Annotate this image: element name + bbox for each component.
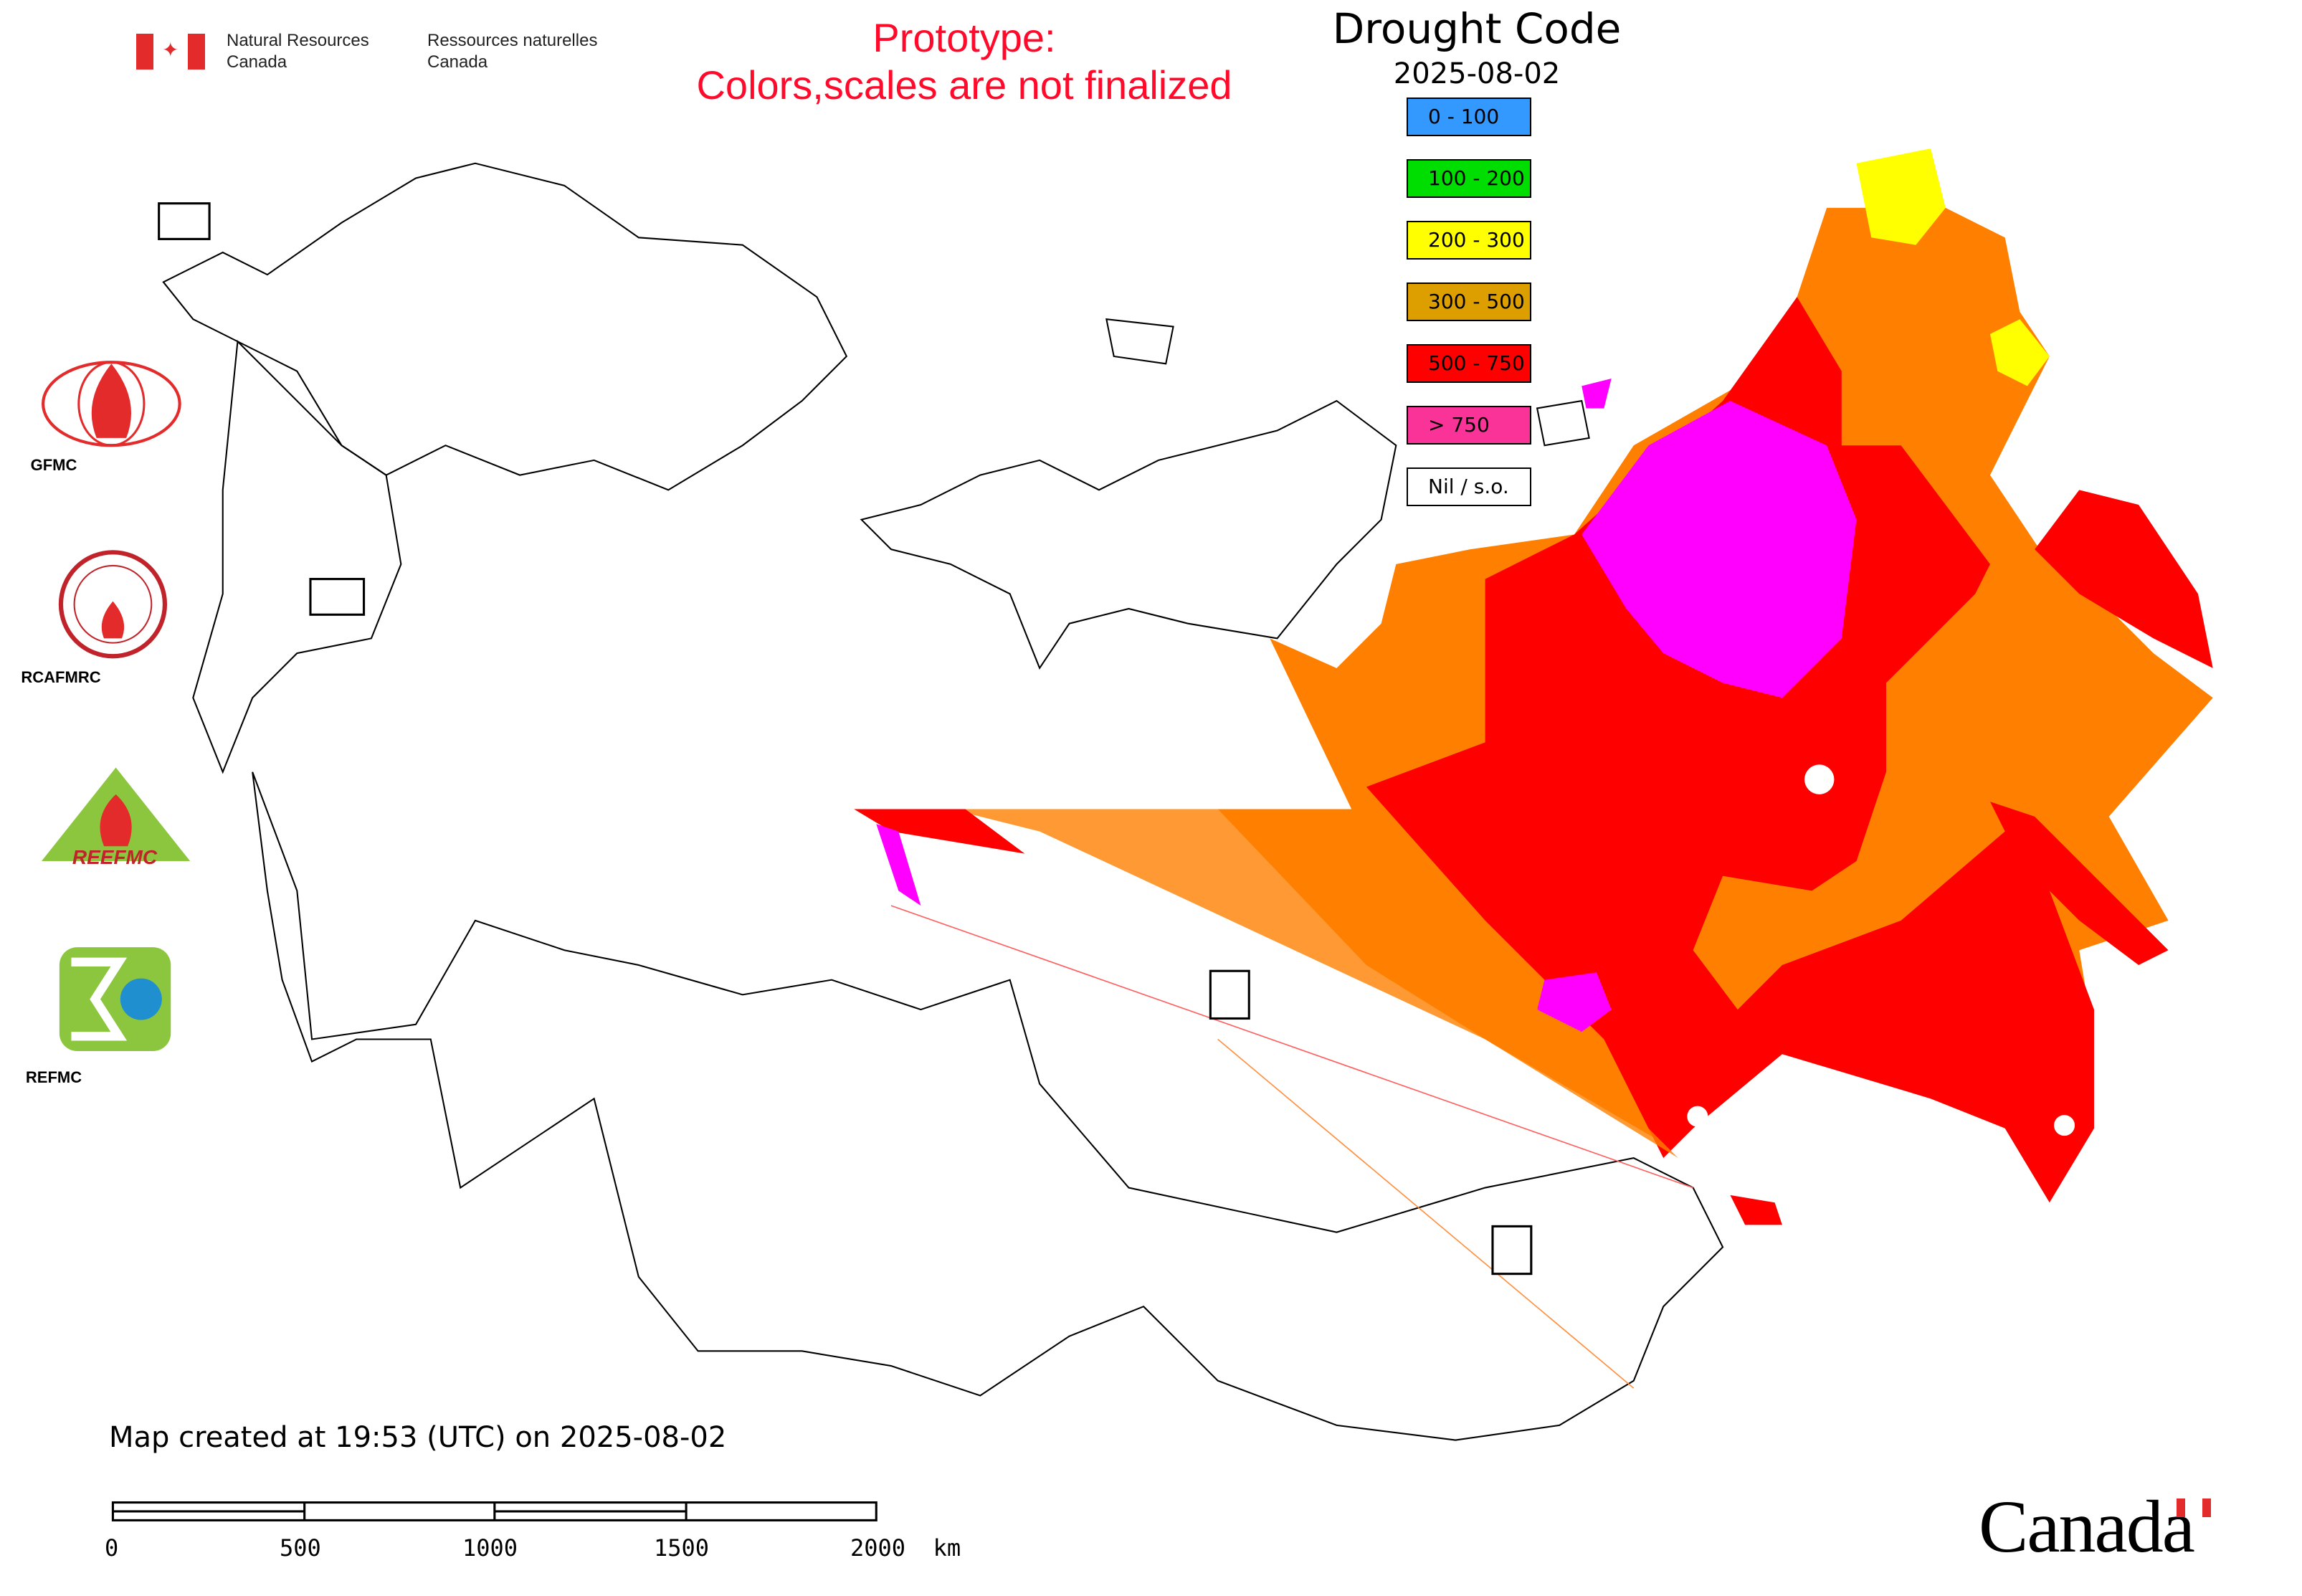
- region-500-750: [1989, 802, 2169, 965]
- map-created-text: Map created at 19:53 (UTC) on 2025-08-02: [109, 1421, 727, 1454]
- rcafmrc-seal-icon: [58, 550, 168, 659]
- gfmc-map-marker: [158, 202, 211, 240]
- scale-bar: [111, 1501, 877, 1521]
- legend-item: 100 - 200: [1407, 159, 1531, 198]
- streak-red: [854, 809, 1025, 854]
- region-200-300: [1856, 148, 1946, 245]
- nrcan-signature: ✦ Natural Resources Canada Ressources nat…: [136, 30, 607, 73]
- rcafmrc-map-marker: [1491, 1225, 1533, 1276]
- nil-spot: [2054, 1115, 2075, 1136]
- region-over-750: [1582, 401, 1857, 698]
- map-title: Drought Code: [1332, 4, 1622, 53]
- legend-item: 500 - 750: [1407, 344, 1531, 383]
- scale-label-2000: 2000 km: [850, 1534, 961, 1562]
- gfmc-label: GFMC: [30, 456, 77, 474]
- rcafmrc-label: RCAFMRC: [21, 668, 101, 686]
- prototype-line1: Prototype:: [872, 15, 1056, 60]
- eastern-europe-outline: [192, 339, 402, 774]
- arctic-coast-outline: [860, 399, 1397, 670]
- gfmc-globe-fire-icon: [42, 361, 181, 447]
- reefmc-label: REEFMC: [72, 846, 158, 868]
- scale-label-1500: 1500: [654, 1534, 710, 1562]
- refmc-sigma-icon: [59, 947, 171, 1052]
- legend-item: Nil / s.o.: [1407, 467, 1531, 506]
- region-500-750: [2035, 490, 2213, 668]
- canada-flag-icon: ✦: [136, 34, 205, 70]
- nil-spot: [1804, 764, 1835, 794]
- streak-orange: [950, 809, 1678, 1159]
- legend-item: 300 - 500: [1407, 282, 1531, 321]
- region-200-300: [1989, 319, 2050, 386]
- drought-data-layer: [854, 148, 2213, 1389]
- reefmc-triangle-icon: [42, 767, 191, 862]
- refmc-label: REFMC: [25, 1068, 82, 1086]
- nil-spot: [1687, 1106, 1708, 1127]
- legend-item: 200 - 300: [1407, 221, 1531, 260]
- legend-item: > 750: [1407, 406, 1531, 445]
- prototype-notice: Prototype: Colors,scales are not finaliz…: [624, 14, 1305, 109]
- department-name-fr: Ressources naturelles Canada: [427, 30, 607, 73]
- dept-fr-line1: Ressources naturelles: [427, 31, 598, 50]
- scale-label-0: 0: [105, 1534, 119, 1562]
- streak-line: [1217, 1038, 1635, 1389]
- department-name-en: Natural Resources Canada: [227, 30, 406, 73]
- scale-label-1000: 1000: [462, 1534, 518, 1562]
- scale-label-500: 500: [280, 1534, 321, 1562]
- canada-wordmark: Canada: [1979, 1486, 2195, 1568]
- island-outline: [1536, 399, 1590, 447]
- dept-en-line1: Natural Resources: [227, 31, 369, 50]
- central-asia-outline: [252, 771, 1724, 1441]
- northern-europe-outline: [162, 162, 848, 491]
- region-500-750: [1366, 297, 2094, 1203]
- dept-en-line2: Canada: [227, 52, 287, 72]
- island-outline: [1105, 318, 1174, 365]
- region-over-750: [1582, 379, 1612, 409]
- dept-fr-line2: Canada: [427, 52, 488, 72]
- streak-magenta: [876, 824, 921, 906]
- map-date: 2025-08-02: [1393, 57, 1561, 90]
- reefmc-map-marker: [309, 578, 366, 616]
- refmc-map-marker: [1209, 969, 1250, 1020]
- wordmark-flag-icon: [2177, 1498, 2211, 1517]
- country-borders: [162, 162, 1724, 1441]
- streak-line: [890, 905, 1693, 1189]
- region-over-750: [1537, 972, 1612, 1032]
- region-500-750: [1730, 1194, 1782, 1225]
- legend-item: 0 - 100: [1407, 98, 1531, 136]
- prototype-line2: Colors,scales are not finalized: [696, 62, 1232, 108]
